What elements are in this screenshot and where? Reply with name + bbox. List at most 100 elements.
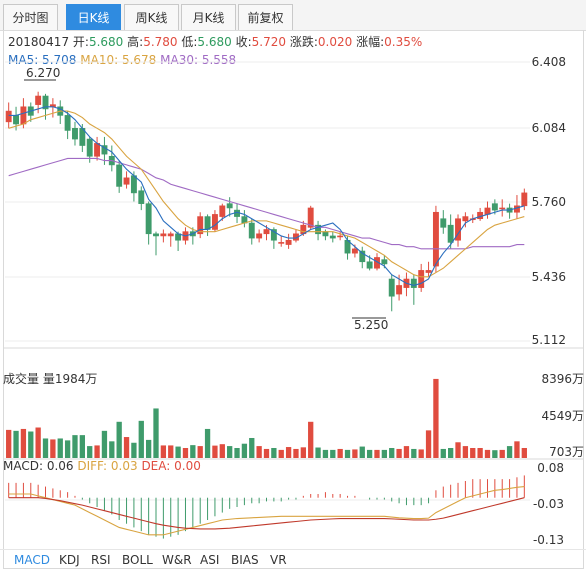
volume-bar <box>28 431 34 458</box>
volume-bar <box>477 447 483 458</box>
tab-monthly-k[interactable]: 月K线 <box>181 4 236 30</box>
indicator-wr[interactable]: W&R <box>162 553 192 567</box>
candle-body <box>64 115 71 131</box>
volume-bar <box>160 445 167 458</box>
candle-body <box>167 233 174 237</box>
indicator-asi[interactable]: ASI <box>200 553 220 567</box>
close-label: 收: <box>235 35 252 49</box>
volume-bar <box>138 420 144 458</box>
candle-body <box>86 138 93 157</box>
volume-bar <box>521 447 527 458</box>
volume-bar <box>6 429 12 458</box>
volume-bar <box>374 449 380 458</box>
volume-bar <box>35 427 41 458</box>
candle-body <box>491 203 498 211</box>
indicator-bias[interactable]: BIAS <box>231 553 259 567</box>
candle-body <box>42 95 49 110</box>
dea-value: DEA: 0.00 <box>141 459 201 473</box>
candle-body <box>211 214 218 230</box>
candle-body <box>322 231 329 237</box>
volume-bar <box>263 448 270 458</box>
indicator-kdj[interactable]: KDJ <box>59 553 80 567</box>
candle-body <box>20 106 27 125</box>
candle-body <box>270 229 277 241</box>
volume-bar <box>499 449 505 458</box>
price-tick: 5.760 <box>531 195 566 209</box>
indicator-bar: MACD KDJ RSI BOLL W&R ASI BIAS VR <box>0 549 586 572</box>
pct-label: 涨幅: <box>356 35 385 49</box>
volume-bar <box>403 446 410 458</box>
volume-bar <box>293 448 299 458</box>
volume-bar <box>322 449 329 458</box>
candle-body <box>145 203 152 235</box>
price-tick: 5.436 <box>531 270 566 284</box>
ma-legend: MA5: 5.708 MA10: 5.678 MA30: 5.558 <box>8 53 236 67</box>
candle-body <box>410 278 417 288</box>
candle-body <box>278 242 285 244</box>
candle-body <box>263 229 270 235</box>
volume-bar <box>20 428 27 458</box>
tab-timeshare[interactable]: 分时图 <box>3 4 58 30</box>
macd-legend: MACD: 0.06 DIFF: 0.03 DEA: 0.00 <box>3 459 201 473</box>
tab-weekly-k[interactable]: 周K线 <box>124 4 179 30</box>
volume-bar <box>448 447 454 458</box>
change-value: 0.020 <box>317 35 353 49</box>
ma5-line <box>8 106 525 287</box>
diff-line <box>8 486 525 536</box>
volume-bar <box>285 447 292 458</box>
candle-body <box>248 222 255 239</box>
volume-bar <box>190 445 196 458</box>
indicator-macd[interactable]: MACD <box>14 553 50 567</box>
volume-bar <box>425 430 432 458</box>
ma10-legend: MA10: 5.678 <box>80 53 157 67</box>
candle-body <box>396 285 403 295</box>
high-label: 高: <box>127 35 144 49</box>
macd-tick: -0.13 <box>532 533 564 547</box>
volume-bar <box>433 378 439 458</box>
period-tabs: 分时图 日K线 周K线 月K线 前复权 <box>0 0 586 31</box>
volume-bar <box>145 439 152 458</box>
candle-body <box>418 270 425 288</box>
volume-bar <box>337 448 343 458</box>
indicator-rsi[interactable]: RSI <box>91 553 111 567</box>
candle-body <box>359 250 366 263</box>
volume-bar <box>359 446 365 458</box>
volume-bar <box>219 444 225 458</box>
candle-body <box>285 239 292 245</box>
low-label: 低: <box>181 35 198 49</box>
open-label: 开: <box>72 35 89 49</box>
ma5-legend: MA5: 5.708 <box>8 53 77 67</box>
candle-body <box>381 259 388 265</box>
candle-body <box>499 207 506 210</box>
candle-body <box>153 233 159 237</box>
macd-tick: 0.08 <box>537 461 564 475</box>
indicator-boll[interactable]: BOLL <box>122 553 153 567</box>
tab-daily-k[interactable]: 日K线 <box>66 4 121 30</box>
volume-bar <box>278 449 284 458</box>
volume-bar <box>87 446 93 458</box>
volume-bar <box>315 447 321 458</box>
volume-bar <box>64 440 71 458</box>
candle-body <box>315 224 322 235</box>
volume-bar <box>506 446 513 458</box>
volume-bar <box>227 446 233 458</box>
candle-body <box>329 235 336 239</box>
volume-bar <box>300 447 306 458</box>
candle-body <box>13 115 20 125</box>
dea-line <box>8 497 525 530</box>
macd-value: MACD: 0.06 <box>3 459 74 473</box>
volume-bar <box>514 441 520 458</box>
tab-forward-adjust[interactable]: 前复权 <box>238 4 293 30</box>
volume-bar <box>182 447 189 458</box>
candle-body <box>123 177 130 185</box>
candle-body <box>425 270 432 273</box>
quote-line: 20180417 开:5.680 高:5.780 低:5.680 收:5.720… <box>8 33 422 50</box>
price-tick: 6.408 <box>531 55 566 69</box>
indicator-vr[interactable]: VR <box>270 553 287 567</box>
price-tick: 5.112 <box>531 333 566 347</box>
candle-body <box>521 192 528 207</box>
volume-bar <box>462 446 469 458</box>
candle-body <box>219 205 226 217</box>
volume-bar <box>204 428 211 458</box>
change-label: 涨跌: <box>289 35 318 49</box>
